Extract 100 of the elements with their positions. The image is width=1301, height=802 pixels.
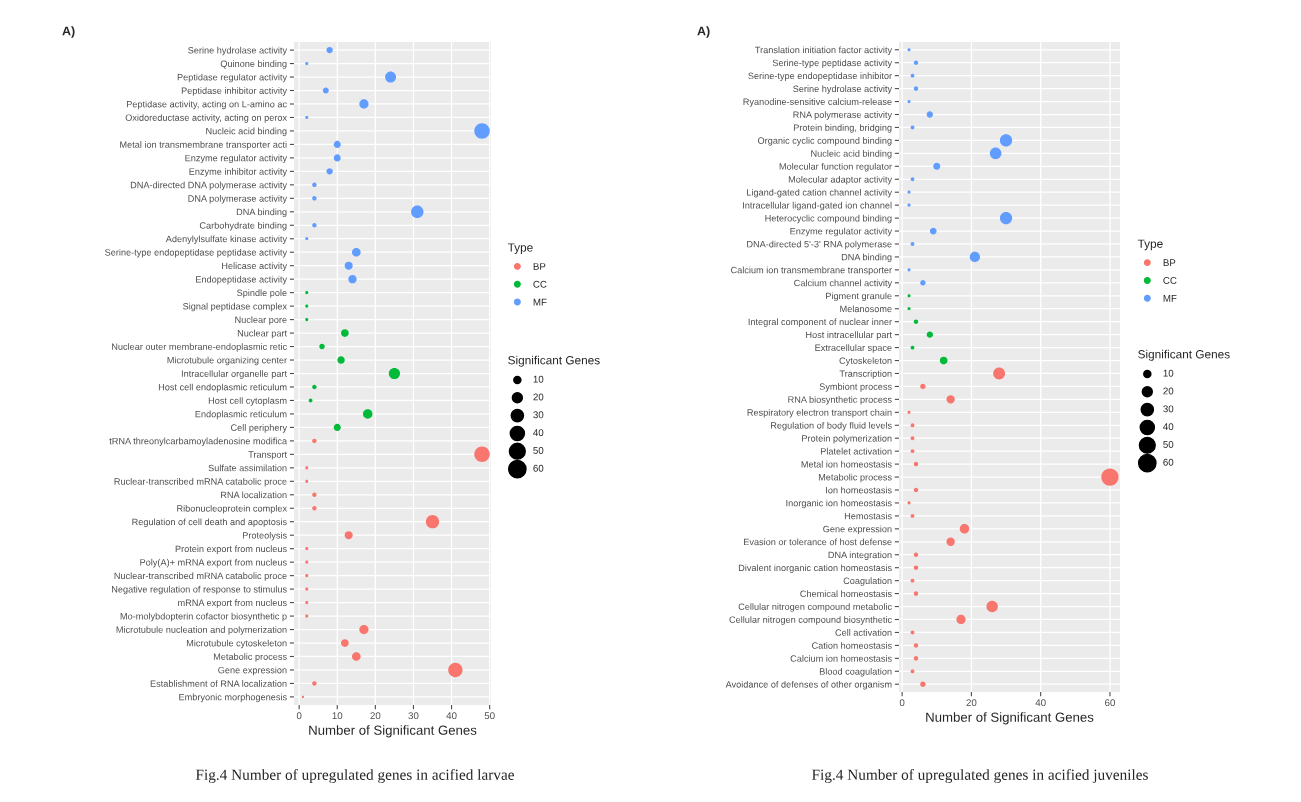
y-tick-label: Carbohydrate binding bbox=[199, 221, 287, 231]
legend-label: MF bbox=[1163, 294, 1177, 302]
x-tick-label: 40 bbox=[446, 712, 457, 720]
y-tick-label: Nucleic acid binding bbox=[811, 150, 892, 159]
legend-label: 10 bbox=[533, 375, 544, 383]
y-tick-label: Metabolic process bbox=[818, 473, 892, 483]
y-tick-label: Gene expression bbox=[823, 525, 892, 535]
y-tick-label: Cellular nitrogen compound metabolic bbox=[738, 603, 892, 612]
y-tick-label: Cellular nitrogen compound biosynthetic bbox=[729, 616, 892, 625]
y-tick-label: Divalent inorganic cation homeostasis bbox=[738, 564, 892, 573]
legend-label: 20 bbox=[533, 393, 544, 401]
y-tick-label: Organic cyclic compound binding bbox=[757, 137, 892, 146]
y-tick-label: Mo-molybdopterin cofactor biosynthetic p bbox=[120, 612, 287, 622]
y-tick-label: Negative regulation of response to stimulus bbox=[112, 585, 287, 595]
text: A) bbox=[697, 26, 710, 38]
y-tick-label: Inorganic ion homeostasis bbox=[786, 499, 892, 509]
x-tick-label: 20 bbox=[966, 699, 977, 707]
y-tick-label: Calcium channel activity bbox=[794, 279, 893, 289]
y-tick-label: Protein binding, bridging bbox=[793, 124, 892, 133]
y-tick-label: Coagulation bbox=[843, 577, 892, 586]
y-tick-label: Peptidase inhibitor activity bbox=[181, 87, 288, 96]
y-tick-label: Poly(A)+ mRNA export from nucleus bbox=[140, 558, 287, 568]
x-axis-title: Number of Significant Genes bbox=[309, 725, 477, 738]
y-tick-label: Ion homeostasis bbox=[826, 486, 892, 494]
x-axis-title: Number of Significant Genes bbox=[926, 712, 1094, 725]
y-tick-label: Serine-type endopeptidase peptidase activity bbox=[105, 248, 288, 258]
y-tick-label: Nuclear-transcribed mRNA catabolic proce bbox=[114, 572, 287, 581]
y-tick-label: Regulation of cell death and apoptosis bbox=[132, 518, 287, 527]
y-tick-label: Transport bbox=[248, 451, 287, 460]
y-tick-label: Molecular function regulator bbox=[779, 162, 892, 172]
y-tick-label: Ligand-gated cation channel activity bbox=[747, 188, 893, 198]
y-tick-label: Quinone binding bbox=[220, 60, 287, 69]
legend-label: MF bbox=[533, 298, 547, 306]
y-tick-label: Cation homeostasis bbox=[812, 642, 892, 649]
y-tick-label: DNA polymerase activity bbox=[188, 195, 288, 204]
y-tick-label: Chemical homeostasis bbox=[800, 590, 892, 598]
caption: Fig.4 Number of upregulated genes in acified juveniles bbox=[812, 768, 1148, 784]
y-tick-label: Nuclear outer membrane-endoplasmic retic bbox=[112, 343, 287, 352]
text: Significant Genes bbox=[508, 355, 600, 367]
y-tick-label: Nuclear part bbox=[237, 329, 287, 339]
y-tick-label: Metal ion homeostasis bbox=[801, 460, 892, 468]
y-tick-label: Establishment of RNA localization bbox=[150, 680, 287, 687]
y-tick-label: Cytoskeleton bbox=[839, 357, 892, 366]
y-tick-label: Endoplasmic reticulum bbox=[195, 410, 287, 420]
y-tick-label: Nuclear pore bbox=[235, 316, 287, 325]
y-tick-label: Heterocyclic compound binding bbox=[765, 214, 892, 224]
y-tick-label: Intracellular organelle part bbox=[181, 370, 287, 379]
legend-label: CC bbox=[1163, 277, 1177, 284]
y-tick-label: Metal ion transmembrane transporter acti bbox=[120, 141, 287, 150]
y-tick-label: mRNA export from nucleus bbox=[178, 599, 287, 608]
y-tick-label: Protein export from nucleus bbox=[175, 545, 287, 554]
y-tick-label: Cell periphery bbox=[230, 424, 288, 433]
y-tick-label: Host cell endoplasmic reticulum bbox=[158, 383, 287, 393]
x-tick-label: 30 bbox=[408, 712, 419, 720]
x-tick-label: 40 bbox=[1035, 699, 1046, 707]
x-tick-label: 20 bbox=[370, 712, 381, 720]
y-tick-label: Ribonucleoprotein complex bbox=[177, 504, 287, 514]
y-tick-label: Signal peptidase complex bbox=[183, 302, 287, 312]
y-tick-label: Respiratory electron transport chain bbox=[747, 409, 892, 418]
y-tick-label: Host intracellular part bbox=[806, 331, 892, 340]
legend-label: 40 bbox=[533, 429, 544, 437]
y-tick-label: Proteolysis bbox=[242, 531, 287, 541]
legend-label: 30 bbox=[1163, 405, 1174, 413]
y-tick-label: Regulation of body fluid levels bbox=[771, 421, 892, 431]
y-tick-label: Microtubule nucleation and polymerization bbox=[116, 626, 287, 635]
text: Type bbox=[1137, 239, 1163, 251]
text: Significant Genes bbox=[1138, 349, 1230, 361]
y-tick-label: RNA polymerase activity bbox=[793, 111, 893, 120]
y-tick-label: Symbiont process bbox=[819, 383, 892, 392]
y-tick-label: Protein polymerization bbox=[802, 434, 892, 444]
y-tick-label: Spindle pole bbox=[237, 289, 287, 298]
x-tick-label: 50 bbox=[484, 712, 495, 720]
y-tick-label: Blood coagulation bbox=[819, 667, 892, 677]
y-tick-label: Host cell cytoplasm bbox=[208, 397, 287, 406]
y-tick-label: Translation initiation factor activity bbox=[755, 46, 893, 55]
legend-label: 30 bbox=[533, 411, 544, 419]
y-tick-label: Peptidase regulator activity bbox=[177, 73, 288, 83]
y-tick-label: Adenylylsulfate kinase activity bbox=[165, 235, 288, 244]
x-tick-label: 0 bbox=[899, 699, 905, 707]
y-tick-label: Endopeptidase activity bbox=[196, 275, 288, 285]
caption: Fig.4 Number of upregulated genes in acified larvae bbox=[195, 768, 514, 784]
legend-label: 40 bbox=[1163, 423, 1174, 431]
y-tick-label: Nucleic acid binding bbox=[206, 127, 287, 137]
legend-label: BP bbox=[1163, 259, 1176, 267]
y-tick-label: RNA localization bbox=[221, 491, 287, 499]
y-tick-label: tRNA threonylcarbamoyladenosine modifica bbox=[109, 437, 288, 447]
y-tick-label: Platelet activation bbox=[820, 447, 892, 455]
y-tick-label: Sulfate assimilation bbox=[208, 464, 287, 472]
x-tick-label: 60 bbox=[1105, 699, 1115, 707]
y-tick-label: Enzyme regulator activity bbox=[790, 227, 893, 237]
y-tick-label: Cell activation bbox=[835, 629, 892, 636]
legend-label: 50 bbox=[1163, 441, 1174, 448]
legend-label: CC bbox=[533, 280, 547, 288]
legend-label: 50 bbox=[533, 446, 544, 454]
y-tick-label: Enzyme regulator activity bbox=[185, 154, 288, 164]
y-tick-label: Oxidoreductase activity, acting on perox bbox=[125, 114, 287, 123]
text: A) bbox=[62, 26, 75, 38]
legend-label: 20 bbox=[1163, 387, 1174, 395]
y-tick-label: Pigment granule bbox=[826, 292, 892, 302]
legend-label: 60 bbox=[533, 464, 544, 472]
